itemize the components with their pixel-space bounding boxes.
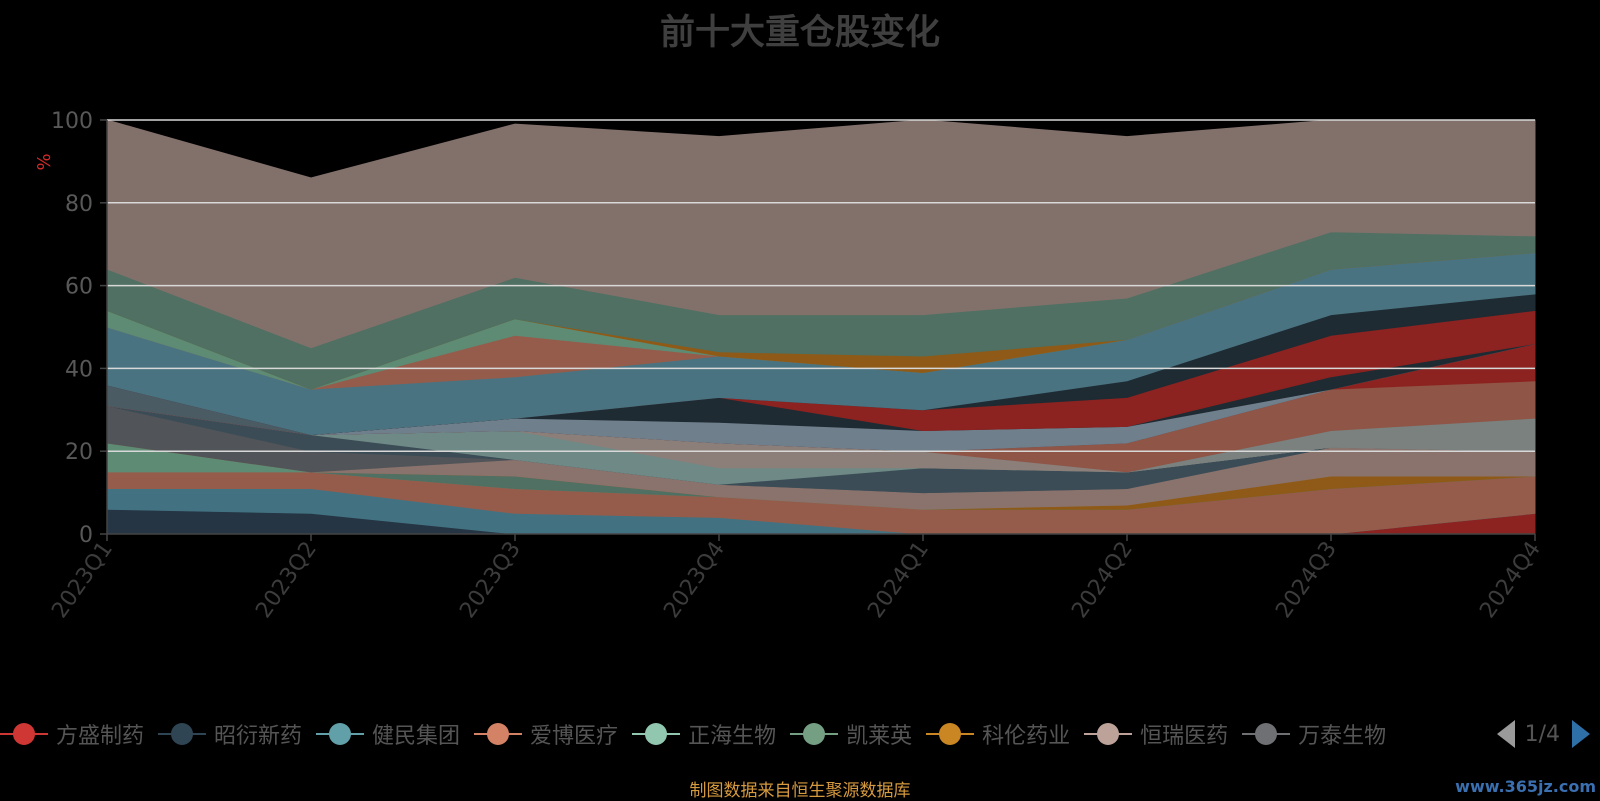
legend-swatch-icon <box>158 723 207 745</box>
y-tick-label: 60 <box>65 275 93 300</box>
legend-item[interactable]: 方盛制药 <box>0 714 144 754</box>
legend-next-page-icon[interactable] <box>1572 720 1590 748</box>
legend-marker-icon <box>1097 723 1120 745</box>
x-tick-label: 2023Q3 <box>455 537 526 623</box>
legend-item[interactable]: 昭衍新药 <box>158 714 302 754</box>
legend-item[interactable]: 恒瑞医药 <box>1084 714 1228 754</box>
x-tick-label: 2023Q2 <box>251 537 322 623</box>
y-tick-label: 20 <box>65 440 93 465</box>
y-tick-label: 100 <box>51 109 93 134</box>
legend-label: 健民集团 <box>372 724 461 749</box>
legend-swatch-icon <box>926 723 975 745</box>
y-tick-label: 40 <box>65 357 93 382</box>
legend-marker-icon <box>329 723 352 745</box>
legend-swatch-icon <box>632 723 681 745</box>
area-series-25[interactable] <box>106 119 1536 349</box>
legend-item[interactable]: 万泰生物 <box>1242 714 1386 754</box>
legend-label: 方盛制药 <box>56 724 145 749</box>
x-tick-label: 2024Q4 <box>1475 537 1546 623</box>
y-tick-label: 0 <box>79 523 93 548</box>
gridlines <box>107 119 1535 452</box>
legend-swatch-icon <box>1084 723 1133 745</box>
legend-label: 昭衍新药 <box>214 724 303 749</box>
x-tick-label: 2023Q4 <box>659 537 730 623</box>
legend-marker-icon <box>803 723 826 745</box>
chart-title: 前十大重仓股变化 <box>659 13 940 53</box>
source-note: 制图数据来自恒生聚源数据库 <box>689 781 911 801</box>
legend-label: 凯莱英 <box>846 724 913 749</box>
legend-item[interactable]: 爱博医疗 <box>474 714 618 754</box>
legend-swatch-icon <box>474 723 523 745</box>
legend-label: 恒瑞医药 <box>1140 724 1229 749</box>
legend-marker-icon <box>939 723 962 745</box>
legend-label: 科伦药业 <box>982 724 1071 749</box>
legend-swatch-icon <box>0 723 48 745</box>
y-axis-label: % <box>34 153 55 170</box>
legend-marker-icon <box>13 723 35 745</box>
legend-item[interactable]: 科伦药业 <box>926 714 1070 754</box>
legend-swatch-icon <box>1242 723 1291 745</box>
legend-prev-page-icon[interactable] <box>1496 720 1515 748</box>
x-tick-label: 2024Q1 <box>863 537 934 623</box>
legend-swatch-icon <box>316 723 365 745</box>
legend-marker-icon <box>645 723 668 745</box>
legend-marker-icon <box>1255 723 1278 745</box>
area-series-group <box>106 119 1536 535</box>
watermark: www.365jz.com <box>1455 777 1596 796</box>
legend-item[interactable]: 凯莱英 <box>790 714 912 754</box>
x-tick-label: 2024Q2 <box>1067 537 1138 623</box>
legend-marker-icon <box>487 723 510 745</box>
legend-item[interactable]: 健民集团 <box>316 714 460 754</box>
legend: 方盛制药 昭衍新药 健民集团 爱博医疗 正海生物 凯莱英 科伦药业 恒瑞医药 万泰生物 <box>0 714 1490 754</box>
legend-item[interactable]: 正海生物 <box>632 714 776 754</box>
x-tick-label: 2024Q3 <box>1271 537 1342 623</box>
legend-label: 万泰生物 <box>1298 724 1387 749</box>
legend-pager: 1/4 <box>1496 720 1590 748</box>
y-tick-label: 80 <box>65 192 93 217</box>
legend-label: 正海生物 <box>688 724 777 749</box>
x-tick-label: 2023Q1 <box>47 537 118 623</box>
legend-page-indicator: 1/4 <box>1524 721 1560 747</box>
legend-label: 爱博医疗 <box>530 724 619 749</box>
legend-marker-icon <box>171 723 194 745</box>
legend-swatch-icon <box>790 723 839 745</box>
